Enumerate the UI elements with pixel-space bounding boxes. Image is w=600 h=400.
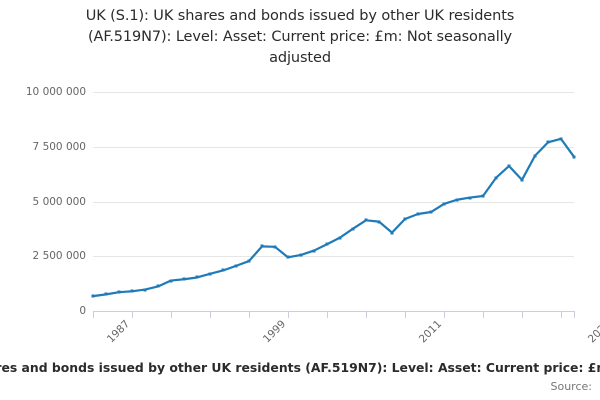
x-axis-labels: 1987 1999 2011 2024 <box>0 318 600 358</box>
data-point-marker <box>572 155 576 159</box>
x-axis-tick <box>132 311 133 318</box>
x-axis-tick <box>249 311 250 318</box>
plot-area <box>91 92 576 312</box>
footer-caption: UK (S.1): UK shares and bonds issued by … <box>0 360 600 375</box>
y-axis-tick-label: 7 500 000 <box>32 140 86 153</box>
y-axis-tick-label: 0 <box>79 305 86 317</box>
data-point-marker <box>247 259 251 263</box>
gridline <box>93 201 574 203</box>
x-axis-tick-label: 2011 <box>416 318 445 346</box>
data-point-marker <box>117 290 121 294</box>
data-point-marker <box>299 253 303 257</box>
chart-title-line-2: (AF.519N7): Level: Asset: Current price:… <box>87 29 513 45</box>
data-point-marker <box>364 218 368 222</box>
x-axis-tick <box>93 311 94 318</box>
footer-source-label: Source: <box>550 380 593 393</box>
data-point-marker <box>338 236 342 240</box>
data-point-marker <box>312 249 316 253</box>
data-point-marker <box>429 210 433 214</box>
x-axis-tick-label: 1987 <box>104 318 133 346</box>
x-axis-tick <box>210 311 211 318</box>
data-point-marker <box>234 264 238 268</box>
data-point-marker <box>169 279 173 283</box>
data-point-marker <box>559 137 563 141</box>
x-axis-tick-label: 1999 <box>260 318 289 346</box>
data-point-marker <box>156 284 160 288</box>
data-point-marker <box>520 178 524 182</box>
gridline <box>93 92 574 93</box>
x-axis-tick <box>171 311 172 318</box>
data-point-marker <box>546 140 550 144</box>
x-axis-tick-label: 2024 <box>585 318 600 346</box>
data-point-marker <box>208 272 212 276</box>
data-point-marker <box>442 202 446 206</box>
x-axis-tick <box>327 311 328 318</box>
data-point-marker <box>143 288 147 292</box>
data-point-marker <box>494 176 498 180</box>
data-point-marker <box>377 220 381 224</box>
x-axis-tick <box>366 311 367 318</box>
data-point-marker <box>325 242 329 246</box>
data-point-marker <box>91 294 95 298</box>
data-point-marker <box>351 227 355 231</box>
data-point-marker <box>104 292 108 296</box>
data-point-marker <box>390 231 394 235</box>
x-axis-ticks <box>93 311 575 318</box>
chart-title: UK (S.1): UK shares and bonds issued by … <box>0 6 600 69</box>
x-axis-tick <box>444 311 445 318</box>
series-line-uk-shares-and-bonds <box>91 137 576 298</box>
chart-title-line-3: adjusted <box>269 50 331 66</box>
data-point-marker <box>182 277 186 281</box>
x-axis-tick <box>483 311 484 318</box>
data-point-marker <box>195 275 199 279</box>
x-axis-tick <box>405 311 406 318</box>
data-point-marker <box>403 217 407 221</box>
data-point-marker <box>221 268 225 272</box>
chart-title-line-1: UK (S.1): UK shares and bonds issued by … <box>85 8 515 24</box>
x-axis-tick <box>522 311 523 318</box>
x-axis-tick <box>574 311 575 318</box>
y-axis-tick-label: 5 000 000 <box>32 195 86 208</box>
data-point-marker <box>533 154 537 158</box>
data-point-marker <box>260 244 264 248</box>
x-axis-tick <box>288 311 289 318</box>
data-point-marker <box>286 255 290 259</box>
data-point-marker <box>130 289 134 293</box>
y-axis-tick-label: 10 000 000 <box>25 86 86 98</box>
data-point-marker <box>507 164 511 168</box>
data-point-marker <box>273 245 277 249</box>
x-axis-line <box>93 311 574 312</box>
data-point-marker <box>416 212 420 216</box>
gridline <box>93 146 574 148</box>
chart-footer: UK (S.1): UK shares and bonds issued by … <box>0 358 600 400</box>
x-axis-tick <box>561 311 562 318</box>
data-point-marker <box>468 196 472 200</box>
gridline <box>93 256 574 258</box>
y-axis-tick-label: 2 500 000 <box>32 250 86 263</box>
data-point-marker <box>481 194 485 198</box>
data-point-marker <box>455 198 459 202</box>
